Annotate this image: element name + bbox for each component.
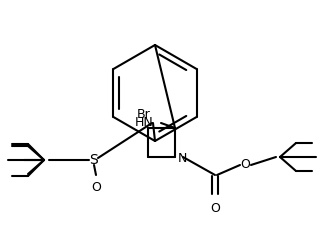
Text: Br: Br (136, 108, 150, 121)
Text: O: O (240, 159, 250, 172)
Text: O: O (210, 202, 220, 215)
Text: HN: HN (134, 116, 153, 130)
Text: O: O (91, 181, 101, 194)
Text: N: N (178, 152, 187, 164)
Text: S: S (90, 153, 99, 167)
